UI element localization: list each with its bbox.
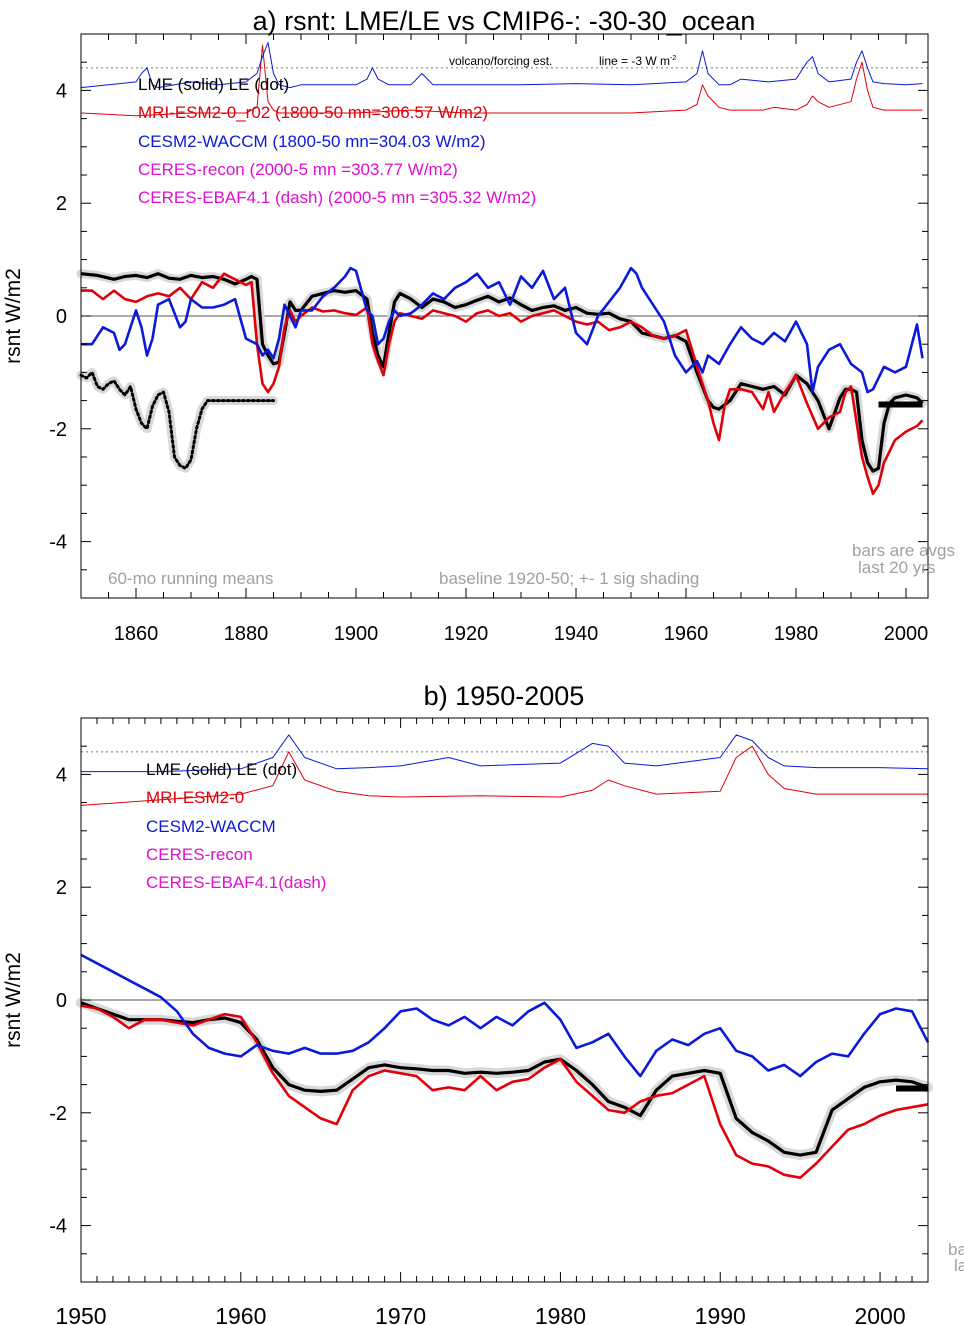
b-ytick-label: 4 — [56, 764, 67, 786]
legend-mri: MRI-ESM2-0 — [146, 788, 244, 807]
a-ytick-label: 2 — [56, 193, 67, 215]
a-xtick-label: 2000 — [884, 623, 929, 645]
legend-cesm: CESM2-WACCM — [146, 817, 276, 836]
b-ytick-label: 2 — [56, 877, 67, 899]
a-xtick-label: 1920 — [444, 623, 489, 645]
b-series-cesm-forcing — [81, 734, 929, 773]
b-xtick-label: 1980 — [535, 1303, 586, 1325]
a-xtick-label: 1960 — [664, 623, 709, 645]
b-xtick-label: 1960 — [215, 1303, 266, 1325]
a-xtick-label: 1940 — [554, 623, 599, 645]
b-ytick-label: 0 — [56, 990, 67, 1012]
panel-a: a) rsnt: LME/LE vs CMIP6-: -30-30_ocean … — [2, 6, 955, 645]
a-series-le — [79, 370, 275, 470]
b-shading-lme — [76, 997, 933, 1161]
legend-ceres-ebaf: CERES-EBAF4.1(dash) — [146, 873, 326, 892]
a-ytick-label: 4 — [56, 80, 67, 102]
panel-b-title: b) 1950-2005 — [424, 681, 585, 711]
running-mean-note: 60-mo running means — [108, 569, 273, 588]
b-xtick-label: 1970 — [375, 1303, 426, 1325]
a-shading-lme — [76, 269, 927, 476]
b-xtick-label: 2000 — [854, 1303, 905, 1325]
a-series-cesm-forcing — [80, 42, 923, 89]
legend-mri: MRI-ESM2-0_r02 (1800-50 mn=306.57 W/m2) — [138, 103, 488, 122]
a-ytick-label: -2 — [49, 419, 67, 441]
forcing-line-superscript: -2 — [670, 55, 676, 62]
a-series-mri-esm2-0 — [81, 272, 924, 495]
a-xtick-label: 1980 — [774, 623, 819, 645]
legend-cesm: CESM2-WACCM (1800-50 mn=304.03 W/m2) — [138, 132, 486, 151]
panel-a-ylabel: rsnt W/m2 — [2, 268, 25, 364]
b-series-mri-esm2-0 — [80, 1004, 929, 1179]
b-ytick-label: -2 — [49, 1103, 67, 1125]
legend-ceres-recon: CERES-recon (2000-5 mn =303.77 W/m2) — [138, 160, 458, 179]
b-series-cesm2-waccm — [80, 953, 930, 1078]
panel-a-plot-area: -4 -2 0 2 4 1860 1880 1900 1920 1940 1960 1980 2000 — [49, 33, 929, 645]
legend-ceres-ebaf: CERES-EBAF4.1 (dash) (2000-5 mn =305.32 … — [138, 188, 536, 207]
b-series-mri-forcing — [80, 745, 928, 806]
bars-note-line2: la — [954, 1256, 964, 1275]
a-ytick-label: 0 — [56, 306, 67, 328]
panel-b-ylabel: rsnt W/m2 — [2, 952, 25, 1048]
panel-a-title: a) rsnt: LME/LE vs CMIP6-: -30-30_ocean — [253, 6, 756, 36]
legend-lme-le: LME (solid) LE (dot) — [146, 760, 297, 779]
a-xtick-label: 1860 — [114, 623, 159, 645]
bars-note-line1: bars are avgs — [852, 541, 955, 560]
a-series-cesm2-waccm — [81, 266, 924, 394]
baseline-note: baseline 1920-50; +- 1 sig shading — [439, 569, 699, 588]
a-xtick-label: 1900 — [334, 623, 379, 645]
b-ytick-label: -4 — [49, 1216, 67, 1238]
a-ytick-label: -4 — [49, 532, 67, 554]
panel-b-plot-area: -4 -2 0 2 4 1950 1960 1970 1980 1990 2000 — [49, 717, 933, 1325]
forcing-line-text: line = -3 W m — [599, 54, 670, 68]
forcing-line-annotation: line = -3 W m-2 — [599, 54, 676, 68]
a-series-lme — [80, 272, 924, 473]
bars-note-line2: last 20 yrs — [858, 558, 935, 577]
a-xtick-label: 1880 — [224, 623, 269, 645]
panel-b-legend: LME (solid) LE (dot) MRI-ESM2-0 CESM2-WA… — [146, 760, 326, 892]
a-shading-le — [76, 367, 278, 473]
legend-ceres-recon: CERES-recon — [146, 845, 253, 864]
panel-a-legend: LME (solid) LE (dot) MRI-ESM2-0_r02 (180… — [138, 75, 536, 207]
legend-lme-le: LME (solid) LE (dot) — [138, 75, 289, 94]
b-xtick-label: 1950 — [55, 1303, 106, 1325]
b-xtick-label: 1990 — [695, 1303, 746, 1325]
b-series-lme — [80, 1001, 929, 1157]
a-series-mri-forcing — [80, 44, 923, 117]
forcing-annotation: volcano/forcing est. — [449, 54, 552, 68]
bars-note-line1: ba — [948, 1240, 964, 1259]
panel-b: b) 1950-2005 rsnt W/m2 -4 -2 0 2 4 1950 1960 19… — [2, 681, 964, 1325]
